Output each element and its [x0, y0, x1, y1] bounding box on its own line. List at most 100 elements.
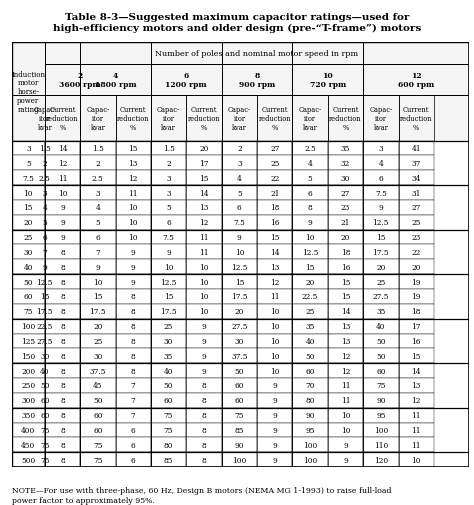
Bar — [12, 452, 45, 467]
Text: 250: 250 — [21, 382, 36, 390]
Text: 5: 5 — [42, 219, 47, 227]
Text: 25: 25 — [411, 219, 421, 227]
Text: 9: 9 — [273, 426, 277, 434]
Text: 16: 16 — [411, 337, 421, 345]
Text: Current
reduction
%: Current reduction % — [258, 106, 291, 131]
Bar — [80, 304, 116, 319]
Bar — [292, 423, 328, 437]
Bar — [292, 319, 328, 334]
Text: 8: 8 — [131, 308, 136, 316]
Text: 2.5: 2.5 — [92, 174, 104, 182]
Text: Induction
motor
horse-
power
rating: Induction motor horse- power rating — [11, 70, 46, 114]
Bar — [186, 275, 222, 289]
Bar — [116, 95, 151, 141]
Bar — [328, 437, 363, 452]
Bar — [116, 171, 151, 186]
Bar — [399, 156, 434, 171]
Bar — [363, 289, 399, 304]
Text: 4
1800 rpm: 4 1800 rpm — [95, 72, 137, 89]
Text: 3: 3 — [166, 189, 171, 197]
Bar — [363, 437, 399, 452]
Bar — [328, 393, 363, 408]
Text: 20: 20 — [24, 219, 33, 227]
Bar — [45, 245, 80, 260]
Text: 6: 6 — [42, 234, 47, 241]
Text: 15: 15 — [235, 278, 244, 286]
Bar — [80, 334, 116, 348]
Text: 50: 50 — [235, 367, 244, 375]
Text: 18: 18 — [411, 308, 421, 316]
Bar — [222, 393, 257, 408]
Text: 8: 8 — [60, 367, 65, 375]
Bar — [80, 186, 116, 200]
Bar — [151, 364, 186, 378]
Bar — [116, 230, 151, 245]
Bar — [399, 275, 434, 289]
Text: 45: 45 — [93, 382, 102, 390]
Bar — [186, 156, 222, 171]
Bar — [257, 275, 292, 289]
Text: 8: 8 — [60, 293, 65, 301]
Bar — [257, 171, 292, 186]
Text: 15: 15 — [411, 352, 421, 360]
Text: 9: 9 — [237, 234, 242, 241]
Bar — [363, 215, 399, 230]
Bar — [186, 452, 222, 467]
Bar — [328, 408, 363, 423]
Bar — [292, 156, 328, 171]
Text: 22: 22 — [411, 248, 421, 257]
Bar — [151, 260, 186, 275]
Text: Capac-
itor
kvar: Capac- itor kvar — [86, 106, 109, 131]
Text: 17.5: 17.5 — [231, 293, 247, 301]
Text: 75: 75 — [40, 441, 50, 449]
Bar — [328, 186, 363, 200]
Bar — [12, 156, 45, 171]
Text: 11: 11 — [270, 293, 280, 301]
Bar — [80, 260, 116, 275]
Text: 8: 8 — [131, 337, 136, 345]
Text: 12.5: 12.5 — [373, 219, 389, 227]
Bar — [399, 393, 434, 408]
Bar — [186, 260, 222, 275]
Text: 95: 95 — [376, 411, 385, 419]
Text: 18: 18 — [341, 248, 350, 257]
Bar — [151, 171, 186, 186]
Bar — [292, 171, 328, 186]
Text: 10: 10 — [199, 293, 209, 301]
Text: 8: 8 — [201, 396, 206, 405]
Bar — [186, 378, 222, 393]
Bar — [257, 245, 292, 260]
Bar — [399, 141, 434, 156]
Bar — [12, 171, 45, 186]
Text: 450: 450 — [21, 441, 36, 449]
Bar — [186, 348, 222, 364]
Text: 19: 19 — [411, 278, 421, 286]
Text: 3: 3 — [237, 160, 242, 168]
Text: 5: 5 — [308, 174, 312, 182]
Text: 15: 15 — [305, 263, 315, 271]
Text: 12: 12 — [341, 352, 350, 360]
Bar — [222, 334, 257, 348]
Text: 17.5: 17.5 — [90, 308, 106, 316]
Bar — [399, 423, 434, 437]
Text: 75: 75 — [40, 426, 50, 434]
Text: 8
900 rpm: 8 900 rpm — [239, 72, 275, 89]
Bar — [116, 275, 151, 289]
Text: 11: 11 — [341, 396, 350, 405]
Text: Current
reduction
%: Current reduction % — [329, 106, 362, 131]
Bar — [222, 186, 257, 200]
Bar — [257, 215, 292, 230]
Text: 35: 35 — [305, 323, 315, 330]
Text: 10: 10 — [128, 204, 138, 212]
Text: 3: 3 — [166, 174, 171, 182]
Text: 9: 9 — [131, 278, 136, 286]
Bar — [45, 95, 80, 141]
Text: 6: 6 — [308, 189, 312, 197]
Bar — [399, 95, 434, 141]
Text: 40: 40 — [376, 323, 385, 330]
Text: 12: 12 — [128, 174, 138, 182]
Bar — [151, 393, 186, 408]
Bar — [45, 200, 80, 215]
Text: 9: 9 — [131, 248, 136, 257]
Bar — [328, 289, 363, 304]
